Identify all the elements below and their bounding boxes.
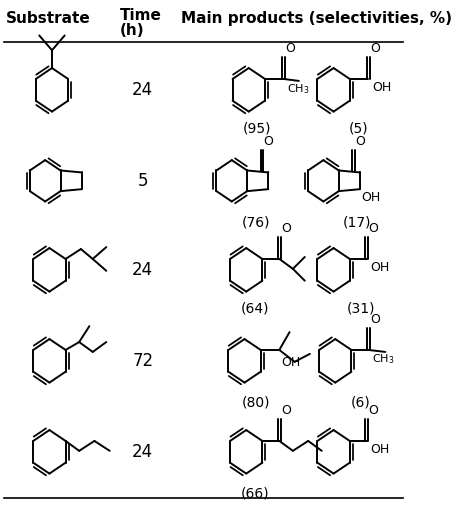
Text: 72: 72 — [132, 352, 153, 370]
Text: O: O — [285, 42, 295, 55]
Text: Main products (selectivities, %): Main products (selectivities, %) — [181, 11, 452, 25]
Text: OH: OH — [281, 356, 301, 369]
Text: (17): (17) — [343, 215, 372, 230]
Text: CH$_3$: CH$_3$ — [372, 352, 394, 366]
Text: Substrate: Substrate — [6, 11, 91, 25]
Text: (95): (95) — [243, 122, 272, 135]
Text: OH: OH — [362, 191, 381, 204]
Text: OH: OH — [370, 443, 389, 456]
Text: OH: OH — [372, 81, 391, 94]
Text: O: O — [368, 404, 378, 417]
Text: (64): (64) — [240, 301, 269, 316]
Text: 24: 24 — [132, 81, 153, 99]
Text: (h): (h) — [120, 22, 145, 38]
Text: O: O — [368, 222, 378, 235]
Text: (76): (76) — [241, 215, 270, 230]
Text: Time: Time — [120, 8, 162, 23]
Text: O: O — [370, 42, 380, 55]
Text: O: O — [281, 222, 291, 235]
Text: (80): (80) — [242, 395, 271, 409]
Text: O: O — [264, 135, 273, 148]
Text: (66): (66) — [240, 487, 269, 500]
Text: O: O — [281, 404, 291, 417]
Text: (6): (6) — [351, 395, 371, 409]
Text: O: O — [356, 135, 365, 148]
Text: OH: OH — [370, 261, 389, 274]
Text: (31): (31) — [346, 301, 375, 316]
Text: 24: 24 — [132, 261, 153, 279]
Text: (5): (5) — [349, 122, 369, 135]
Text: O: O — [370, 313, 380, 326]
Text: CH$_3$: CH$_3$ — [287, 82, 310, 96]
Text: 5: 5 — [137, 172, 148, 190]
Text: 24: 24 — [132, 443, 153, 461]
